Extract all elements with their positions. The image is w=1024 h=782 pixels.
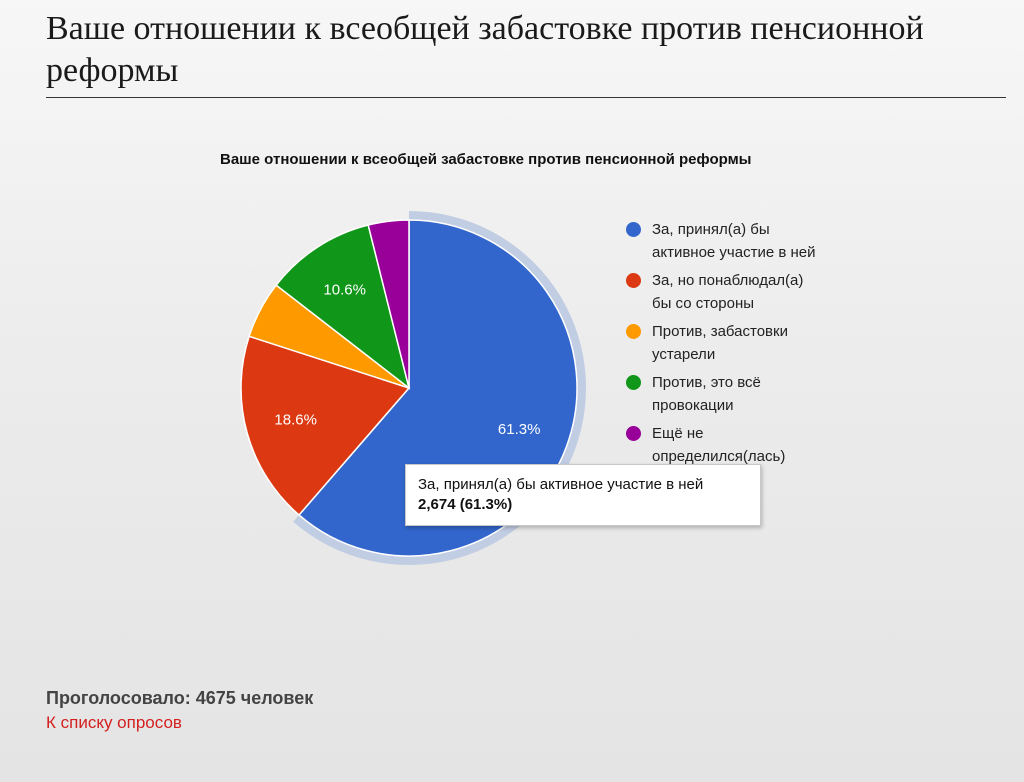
legend-item[interactable]: Против, это всё провокации: [626, 371, 826, 417]
pie-slice[interactable]: [240, 335, 411, 517]
legend-item[interactable]: Ещё не определился(лась): [626, 422, 826, 468]
slice-data-label: 10.6%: [323, 282, 366, 299]
legend-dot-icon: [626, 222, 641, 237]
legend-dot-icon: [626, 375, 641, 390]
chart-title: Ваше отношении к всеобщей забастовке про…: [220, 151, 752, 168]
pie-slice[interactable]: [367, 219, 410, 389]
tooltip-series-name: За, принял(а) бы активное участие в ней: [418, 476, 704, 493]
legend-dot-icon: [626, 273, 641, 288]
legend-label: Против, это всё провокации: [652, 374, 761, 414]
legend-label: За, принял(а) бы активное участие в ней: [652, 221, 816, 261]
pie-slice[interactable]: [275, 224, 411, 390]
title-divider: [46, 97, 1006, 98]
legend-item[interactable]: За, но понаблюдал(а) бы со стороны: [626, 269, 826, 315]
votes-count: Проголосовало: 4675 человек: [46, 688, 314, 708]
slice-data-label: 61.3%: [498, 421, 541, 438]
tooltip-value: 2,674 (61.3%): [418, 496, 513, 513]
legend-item[interactable]: За, принял(а) бы активное участие в ней: [626, 218, 826, 264]
legend-item[interactable]: Против, забастовки устарели: [626, 320, 826, 366]
slice-data-label: 18.6%: [274, 412, 317, 429]
legend-label: Против, забастовки устарели: [652, 323, 788, 363]
chart-legend: За, принял(а) бы активное участие в ней З…: [626, 218, 826, 473]
legend-label: За, но понаблюдал(а) бы со стороны: [652, 272, 804, 312]
legend-dot-icon: [626, 324, 641, 339]
back-to-polls-link[interactable]: К списку опросов: [46, 713, 182, 732]
legend-dot-icon: [626, 426, 641, 441]
chart-tooltip: За, принял(а) бы активное участие в ней …: [405, 464, 761, 526]
page-title: Ваше отношении к всеобщей забастовке про…: [46, 10, 924, 89]
legend-label: Ещё не определился(лась): [652, 425, 786, 465]
